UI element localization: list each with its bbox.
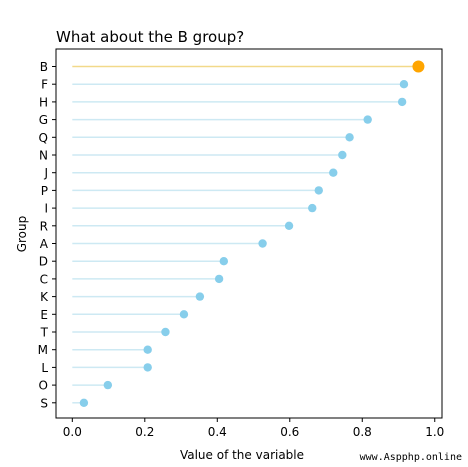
point-J: [329, 168, 338, 177]
y-tick-label-D: D: [39, 255, 48, 269]
y-tick-label-Q: Q: [39, 131, 48, 145]
point-T: [161, 327, 170, 337]
y-tick-label-E: E: [40, 308, 48, 322]
point-F: [399, 80, 409, 89]
y-axis-label: Group: [15, 216, 29, 253]
point-R: [284, 221, 294, 230]
y-tick-label-L: L: [41, 361, 48, 375]
y-tick-label-R: R: [40, 219, 48, 233]
y-tick-label-K: K: [40, 290, 49, 304]
x-tick-label-0: 0.0: [63, 425, 82, 439]
point-Q: [345, 133, 354, 142]
watermark-text: www.Aspphp.online: [359, 452, 462, 463]
point-H: [397, 97, 407, 107]
y-tick-label-T: T: [40, 326, 49, 340]
y-tick-label-N: N: [39, 149, 48, 163]
x-tick-label-1: 0.2: [135, 425, 154, 439]
point-M: [143, 345, 152, 354]
y-tick-label-G: G: [39, 113, 48, 127]
x-tick-label-3: 0.6: [280, 425, 299, 439]
x-axis-label: Value of the variable: [180, 448, 304, 462]
y-tick-label-F: F: [41, 78, 48, 92]
point-N: [338, 150, 347, 160]
y-tick-label-M: M: [38, 343, 48, 357]
y-tick-label-C: C: [40, 272, 48, 286]
y-tick-label-H: H: [39, 95, 48, 109]
point-A: [258, 239, 267, 248]
point-O: [103, 380, 113, 390]
y-tick-label-S: S: [40, 396, 48, 410]
plot-frame: [55, 48, 443, 419]
x-tick-label-2: 0.4: [208, 425, 227, 439]
x-axis-ticks: 0.0 0.2 0.4 0.6 0.8 1.0: [63, 418, 444, 439]
y-tick-label-J: J: [43, 166, 48, 180]
chart-title: What about the B group?: [56, 28, 244, 46]
point-D: [219, 257, 229, 266]
point-L: [143, 363, 152, 372]
y-tick-label-A: A: [40, 237, 49, 251]
point-B: [412, 60, 425, 73]
point-E: [179, 310, 189, 319]
y-tick-label-B: B: [40, 60, 48, 74]
x-tick-label-4: 0.8: [353, 425, 372, 439]
y-tick-label-I: I: [44, 202, 48, 216]
y-tick-label-P: P: [41, 184, 48, 198]
point-G: [363, 115, 372, 124]
point-P: [314, 186, 323, 195]
x-tick-label-5: 1.0: [425, 425, 444, 439]
chart-marks: [72, 60, 425, 407]
point-I: [308, 203, 317, 213]
y-tick-label-O: O: [39, 379, 48, 393]
point-C: [214, 274, 224, 284]
point-S: [79, 398, 89, 407]
point-K: [195, 292, 205, 301]
